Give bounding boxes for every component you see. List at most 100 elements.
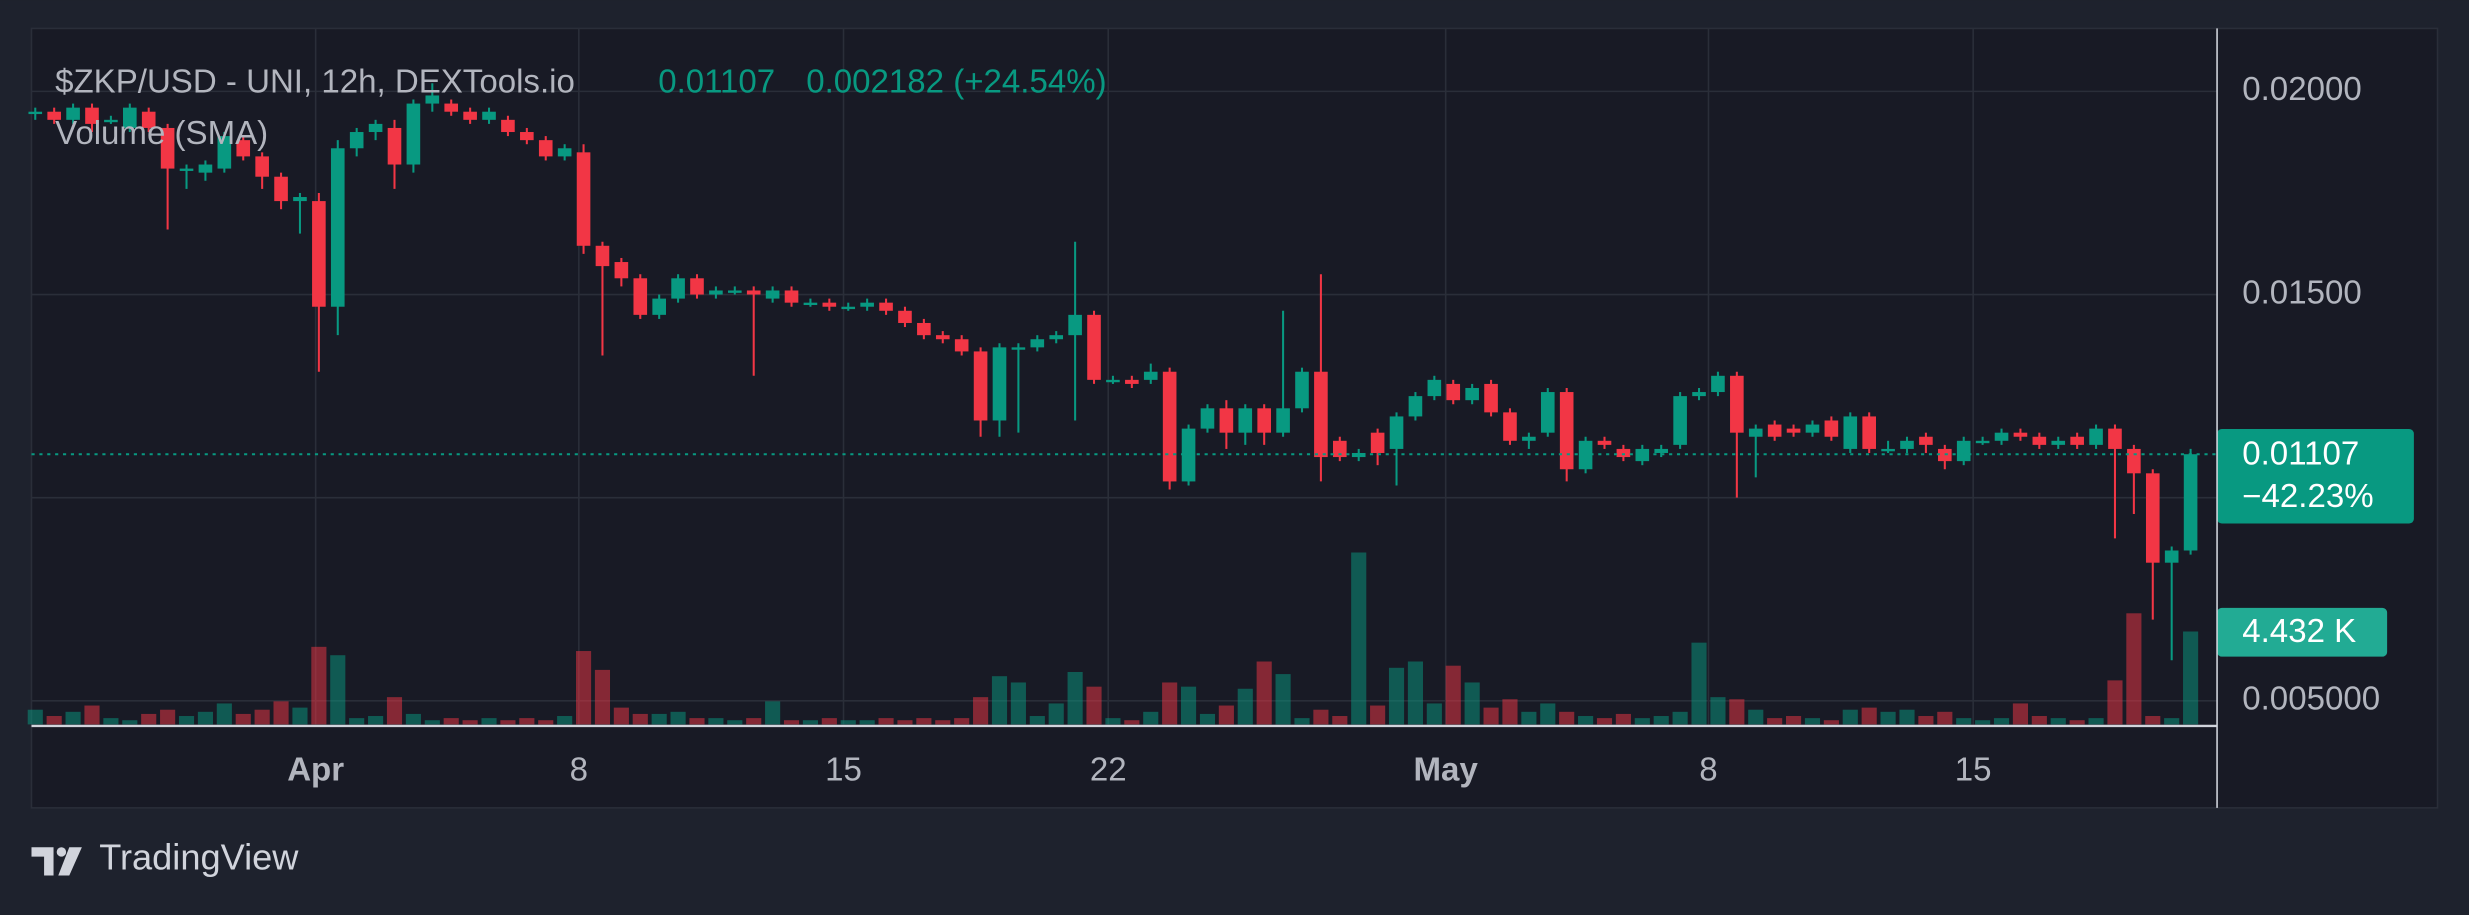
change: 0.002182 (+24.54%)	[806, 63, 1106, 100]
volume-bar	[1294, 718, 1310, 725]
candle-body	[1654, 448, 1669, 453]
candle-body	[2070, 436, 2084, 445]
volume-bar	[954, 718, 970, 725]
candle-body	[349, 132, 364, 149]
candle-body	[671, 278, 685, 299]
candle-body	[652, 298, 666, 315]
candle-body	[387, 127, 402, 165]
candle-body	[879, 302, 893, 311]
x-tick-label: 15	[1955, 751, 1992, 788]
volume-bar	[160, 709, 176, 725]
volume-bar	[1672, 711, 1688, 725]
volume-bar	[783, 720, 800, 725]
candle-body	[1408, 396, 1423, 417]
volume-bar	[557, 716, 573, 725]
volume-bar	[746, 718, 762, 725]
x-tick-label: 15	[825, 751, 862, 788]
x-tick-label: 8	[1699, 751, 1717, 788]
candle-body	[2127, 448, 2141, 474]
volume-bar	[1767, 718, 1783, 725]
candle-body	[1635, 448, 1650, 462]
volume-bar	[1899, 709, 1915, 725]
candle-body	[1994, 432, 2009, 441]
volume-bar	[1861, 707, 1877, 725]
candle-body	[803, 302, 818, 306]
candle-body	[444, 103, 459, 112]
candle-body	[463, 111, 477, 120]
volume-bar	[821, 718, 837, 725]
volume-bar	[1918, 716, 1934, 725]
volume-bar	[1748, 709, 1764, 725]
volume-bar	[481, 718, 497, 725]
candle-body	[1956, 440, 1971, 462]
volume-bar	[1407, 661, 1423, 725]
candle-body	[198, 164, 213, 173]
candle-body	[1616, 448, 1631, 458]
change-badge-label: −42.23%	[2242, 478, 2373, 515]
candle-body	[330, 148, 345, 307]
volume-bar	[878, 718, 894, 725]
candle-body	[255, 156, 269, 177]
volume-bar	[935, 720, 951, 725]
candle-body	[104, 119, 118, 123]
last-price: 0.01107	[658, 63, 775, 100]
volume-bar	[1048, 703, 1064, 725]
candle-body	[2013, 432, 2028, 437]
candle-body	[482, 111, 496, 120]
volume-bar	[1218, 705, 1234, 725]
candle-body	[860, 302, 874, 307]
candle-body	[1559, 392, 1574, 470]
brand: TradingView	[99, 836, 299, 877]
volume-bar	[46, 716, 62, 725]
volume-bar	[1804, 718, 1821, 725]
volume-bar	[216, 703, 232, 725]
volume-bar	[613, 707, 629, 725]
candle-body	[2145, 473, 2160, 563]
candle-body	[1238, 408, 1253, 433]
volume-bar	[1010, 682, 1026, 725]
candle-body	[538, 140, 553, 157]
candle-body	[1767, 424, 1782, 437]
candle-body	[1389, 416, 1404, 449]
candle-body	[1522, 436, 1536, 441]
candle-body	[1843, 416, 1858, 449]
volume-bar	[1559, 711, 1575, 725]
volume-bar	[1521, 711, 1537, 725]
candle-body	[690, 278, 704, 295]
volume-bar	[1275, 674, 1291, 725]
candle-body	[595, 245, 610, 267]
volume-bar	[368, 716, 384, 725]
candle-body	[1881, 448, 1895, 452]
candle-body	[1900, 440, 1914, 449]
candle-body	[1143, 371, 1158, 380]
candle-body	[822, 302, 837, 307]
candle-body	[122, 107, 137, 128]
candle-body	[1484, 383, 1498, 413]
volume-bar	[65, 711, 81, 725]
candle-body	[1711, 375, 1725, 393]
volume-bar	[2050, 718, 2066, 725]
candle-body	[1087, 314, 1101, 380]
candle-body	[1314, 371, 1328, 458]
candle-body	[1919, 436, 1933, 445]
candle-body	[1049, 335, 1064, 340]
candle-body	[217, 136, 232, 169]
volume-bar	[2164, 718, 2180, 725]
candle-body	[1748, 428, 1763, 437]
candle-body	[141, 111, 156, 128]
volume-bar	[973, 697, 989, 725]
volume-bar	[1956, 718, 1972, 725]
volume-bar	[538, 720, 554, 725]
candle-body	[1597, 440, 1612, 445]
x-tick-label: 8	[570, 751, 588, 788]
volume-bar	[1975, 720, 1991, 725]
volume-bar	[84, 705, 100, 725]
candle-body	[274, 176, 288, 202]
candle-body	[1673, 396, 1687, 445]
volume-bar	[859, 720, 875, 725]
candle-body	[236, 140, 251, 157]
x-tick-label: May	[1414, 751, 1479, 788]
candle-body	[1333, 440, 1347, 458]
volume-bar	[1596, 718, 1613, 725]
volume-bar	[311, 646, 327, 725]
